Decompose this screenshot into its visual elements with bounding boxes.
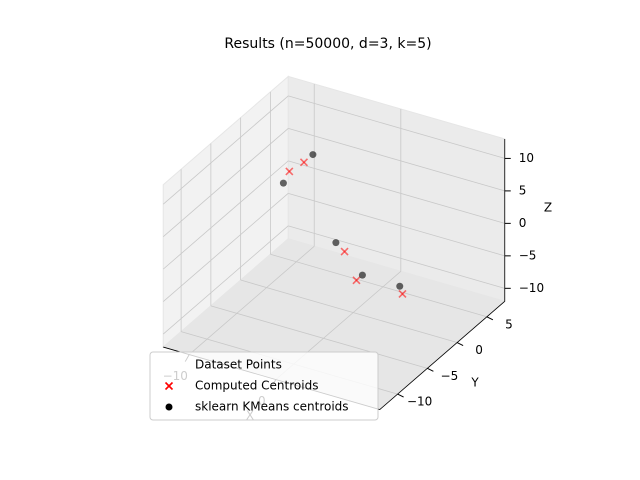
grid-line — [288, 225, 505, 289]
y-tick-label: −10 — [407, 395, 432, 409]
grid-line — [162, 95, 289, 205]
tick-mark — [397, 393, 404, 398]
grid-line — [288, 95, 505, 159]
point — [299, 158, 309, 167]
legend: Dataset Points Computed Centroids sklearn … — [149, 351, 379, 421]
point-stroke — [299, 158, 309, 167]
chart-title: Results (n=50000, d=3, k=5) — [224, 36, 431, 52]
point — [396, 282, 404, 290]
y-tick-label: −5 — [441, 369, 459, 383]
y-tick-label: 0 — [475, 343, 483, 357]
grid-line — [210, 305, 428, 369]
grid-line — [270, 253, 488, 318]
z-tick-label: −5 — [519, 248, 537, 262]
point — [164, 381, 174, 391]
grid-line — [188, 246, 315, 355]
grid-line — [162, 193, 289, 302]
tick-mark — [456, 342, 464, 346]
grid-line — [288, 160, 505, 224]
point — [340, 247, 349, 256]
z-tick-label: 5 — [519, 183, 527, 197]
grid-line — [240, 279, 458, 343]
point — [358, 271, 366, 279]
point — [165, 403, 173, 411]
point — [398, 289, 407, 298]
point-stroke — [285, 167, 294, 176]
point-stroke — [164, 381, 174, 391]
point-stroke — [398, 289, 407, 298]
legend-label: Computed Centroids — [195, 379, 318, 393]
point — [285, 167, 294, 176]
z-tick-label: 0 — [519, 216, 527, 230]
point — [352, 276, 361, 285]
point — [332, 239, 340, 247]
tick-mark — [427, 367, 434, 372]
grid-line — [162, 225, 289, 335]
z-axis-label: Z — [544, 201, 552, 215]
point-stroke — [352, 276, 361, 285]
point — [309, 151, 317, 159]
grid-line — [288, 128, 505, 192]
y-axis-label: Y — [470, 376, 479, 390]
grid-line — [288, 192, 505, 257]
legend-label: sklearn KMeans centroids — [195, 400, 349, 414]
tick-mark — [486, 316, 494, 321]
legend-box — [149, 351, 379, 421]
legend-label: Dataset Points — [195, 358, 282, 372]
point — [279, 179, 287, 187]
grid-line — [162, 128, 289, 237]
z-tick-label: 10 — [519, 151, 534, 165]
z-tick-label: −10 — [519, 281, 544, 295]
y-tick-label: 5 — [505, 317, 513, 331]
y-axis-line — [379, 301, 506, 410]
point-stroke — [340, 247, 349, 256]
grid-line — [162, 160, 289, 270]
